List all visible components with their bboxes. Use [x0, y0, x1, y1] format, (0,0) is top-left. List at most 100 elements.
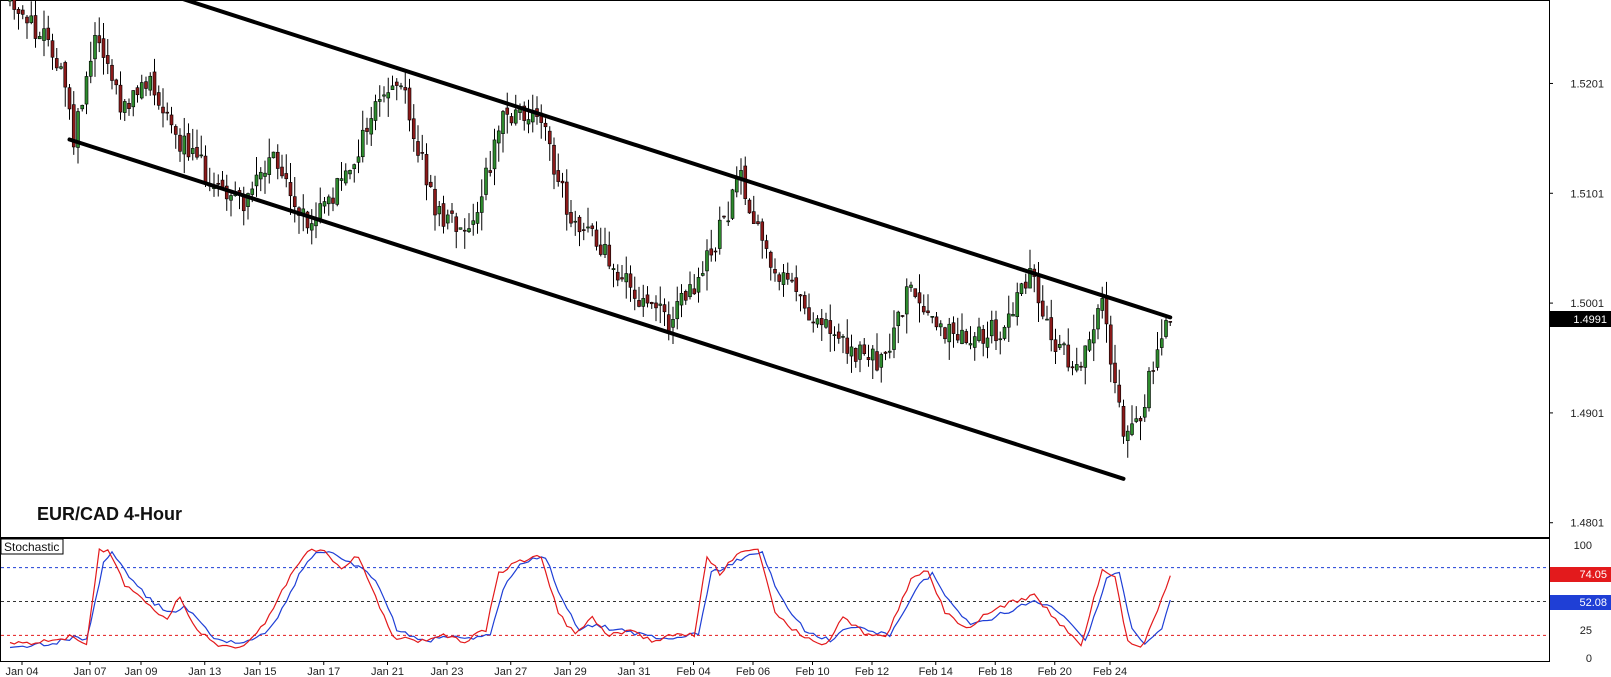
candle-body-down — [216, 182, 221, 185]
candle-body-up — [696, 277, 701, 293]
candle-body-down — [54, 58, 59, 69]
candle-body-down — [105, 55, 110, 64]
candle — [917, 274, 922, 323]
candle — [794, 265, 799, 302]
candle — [688, 271, 692, 300]
candle — [1100, 286, 1105, 319]
candle — [700, 261, 705, 277]
candle — [267, 138, 272, 184]
candle-body-up — [1134, 418, 1139, 422]
candle-body-down — [802, 295, 807, 309]
candle-body-down — [607, 244, 612, 267]
candle-body-down — [943, 327, 947, 340]
candle-body-up — [658, 303, 663, 306]
candle-body-down — [505, 107, 510, 115]
candle — [934, 312, 939, 331]
candle — [1049, 299, 1054, 352]
candle — [564, 169, 569, 231]
candle-body-up — [586, 226, 590, 229]
candle-body-up — [467, 228, 471, 232]
candle-body-down — [118, 84, 123, 113]
candle-body-down — [186, 133, 191, 158]
candle — [20, 5, 25, 20]
candle — [675, 286, 680, 330]
candle — [581, 222, 586, 241]
candle-body-up — [1057, 343, 1062, 348]
candle — [190, 128, 195, 161]
candle — [186, 123, 191, 161]
candle — [148, 72, 153, 96]
candle-body-down — [25, 16, 29, 24]
candle-body-down — [284, 173, 289, 180]
candle-body-up — [37, 36, 42, 40]
candle — [161, 88, 165, 128]
candle — [501, 110, 505, 153]
stochastic-k-tag-box — [1550, 567, 1611, 582]
candle — [879, 352, 884, 383]
candle — [50, 33, 55, 70]
candle-body-down — [649, 301, 654, 305]
time-tick-label: Feb 20 — [1038, 666, 1072, 677]
candle — [726, 201, 731, 226]
candle-body-down — [1023, 281, 1028, 289]
candle-body-down — [63, 62, 68, 88]
candle-body-down — [292, 196, 297, 208]
candle — [484, 157, 488, 201]
candle-body-down — [462, 229, 467, 232]
candle-body-up — [1045, 318, 1049, 321]
candle-body-down — [917, 292, 922, 304]
candle — [853, 347, 858, 368]
candle-body-down — [594, 229, 599, 247]
candle-body-down — [692, 288, 697, 295]
candle — [513, 94, 518, 126]
candle — [802, 291, 807, 315]
candle-body-down — [1113, 362, 1117, 384]
candle-body-up — [131, 90, 136, 108]
candle — [467, 213, 471, 234]
candle-body-up — [1074, 364, 1079, 371]
candle — [649, 301, 654, 309]
candle — [692, 274, 697, 295]
candle — [331, 187, 335, 212]
candle — [1117, 369, 1122, 408]
candle-body-down — [161, 106, 165, 114]
stochastic-d-tag: 52.08 — [1550, 595, 1611, 610]
candle-body-up — [445, 214, 450, 224]
candle-body-up — [849, 346, 854, 357]
candle-body-up — [199, 154, 204, 157]
candle — [751, 195, 756, 224]
candle — [1028, 249, 1032, 289]
bottom-axis-strip — [0, 662, 1611, 677]
candle — [947, 317, 952, 360]
candle-body-down — [16, 8, 21, 14]
candle — [144, 76, 148, 97]
candle-body-down — [981, 329, 986, 344]
candle-body-down — [828, 320, 833, 334]
candle — [522, 101, 527, 131]
candle — [900, 315, 905, 318]
candle — [1045, 305, 1049, 321]
chart-title: EUR/CAD 4-Hour — [37, 504, 182, 524]
candle — [849, 334, 854, 373]
candle-body-down — [1138, 417, 1143, 422]
candle-body-down — [1036, 274, 1041, 304]
candle-body-up — [1159, 338, 1164, 348]
candle — [97, 17, 102, 53]
candle — [199, 135, 204, 159]
candle — [662, 298, 667, 327]
candle-body-up — [373, 101, 378, 121]
candle — [1079, 361, 1083, 372]
candle — [394, 78, 399, 101]
candle — [1057, 334, 1062, 351]
candle — [943, 326, 947, 344]
candle — [841, 334, 845, 354]
candle — [683, 289, 688, 305]
candle-body-up — [815, 318, 820, 325]
candle — [1134, 406, 1139, 424]
candle — [764, 234, 769, 259]
candle-body-down — [569, 212, 573, 224]
candle — [560, 172, 565, 198]
candle — [335, 177, 340, 207]
candle-body-up — [938, 323, 943, 328]
candle — [1087, 331, 1092, 353]
